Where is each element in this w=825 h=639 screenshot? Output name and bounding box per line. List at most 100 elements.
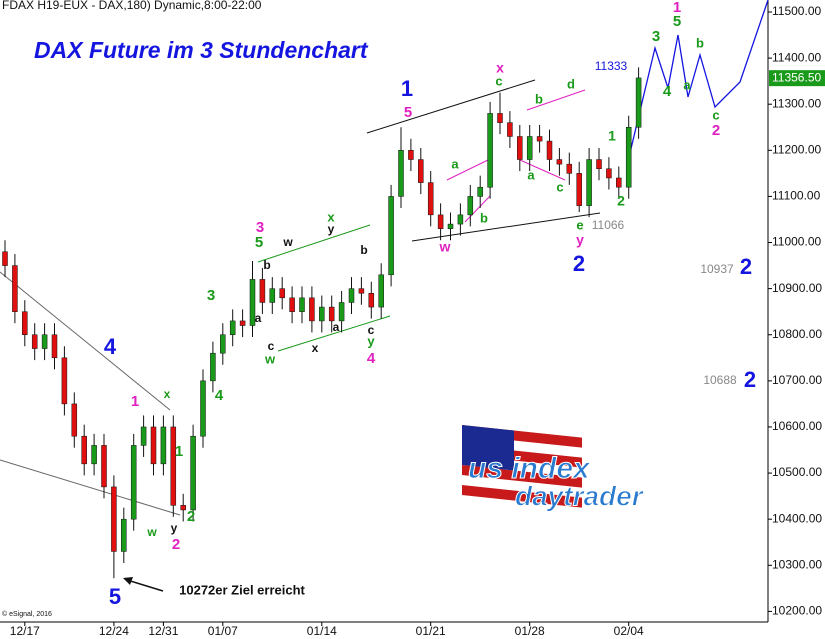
annotation: 1	[401, 76, 413, 101]
y-tick-label: 10600.00	[772, 419, 822, 433]
y-tick-label: 11500.00	[772, 4, 821, 18]
flag-stripe	[462, 475, 582, 498]
candle-body	[328, 306, 335, 322]
annotation: c	[712, 107, 719, 122]
candle-body	[160, 426, 167, 465]
y-tick-label: 10700.00	[772, 373, 822, 387]
y-tick-label: 10500.00	[772, 465, 822, 479]
x-tick-label: 01/07	[208, 624, 238, 638]
annotation: 3	[256, 219, 264, 236]
annotation: e	[576, 217, 583, 232]
candle-body	[41, 334, 48, 349]
annotation: x	[496, 60, 504, 76]
trendline	[366, 79, 536, 134]
annotation: 1	[673, 0, 681, 16]
annotation: 11333	[595, 59, 628, 73]
candle-body	[408, 150, 414, 160]
trendline	[446, 159, 489, 181]
logo	[462, 425, 582, 508]
annotation: y	[576, 232, 584, 248]
annotation: w	[264, 351, 276, 366]
candle-body	[497, 113, 503, 123]
trendline	[519, 159, 566, 181]
candle-body	[180, 505, 186, 511]
trendline	[464, 195, 491, 223]
annotation: 4	[367, 350, 376, 367]
candle-body	[517, 136, 523, 160]
annotation: 2	[744, 367, 756, 392]
candle-body	[220, 334, 226, 354]
annotation: b	[535, 91, 543, 106]
candle-body	[299, 297, 305, 312]
candle-body	[91, 445, 97, 465]
candle-body	[150, 426, 157, 465]
candle-body	[526, 136, 533, 160]
candle-body	[635, 77, 642, 128]
annotation: 10688	[703, 373, 737, 387]
candle-body	[576, 173, 582, 206]
annotation: a	[333, 320, 340, 334]
annotation: 4	[663, 83, 672, 100]
candle-body	[507, 122, 513, 137]
candle-body	[616, 177, 622, 188]
annotation: 1	[175, 443, 183, 460]
flag-canton	[462, 425, 514, 471]
candle-body	[447, 223, 454, 229]
candle-body	[546, 140, 553, 160]
candle-body	[249, 279, 256, 326]
candle-body	[2, 251, 8, 266]
annotation: b	[263, 258, 270, 272]
candle-body	[487, 113, 493, 188]
annotation: b	[696, 35, 704, 50]
annotation: 1	[131, 393, 139, 410]
annotation: y	[171, 521, 178, 535]
annotation: x	[327, 209, 335, 224]
annotation: d	[567, 76, 575, 91]
logo-text: daytrader	[515, 480, 645, 511]
annotation: y	[367, 333, 375, 348]
candle-body	[190, 435, 196, 511]
candle-body	[61, 357, 68, 405]
candle-body	[556, 159, 563, 165]
candle-body	[259, 279, 266, 303]
candle-body	[71, 403, 78, 437]
candle-body	[121, 518, 127, 552]
candle-body	[566, 163, 573, 174]
candle-body	[398, 150, 404, 197]
trendline	[411, 212, 601, 242]
candle-body	[418, 159, 424, 183]
candle-body	[437, 214, 444, 229]
y-tick-label: 11400.00	[772, 50, 821, 64]
annotation: 10937	[700, 262, 734, 276]
candle-body	[467, 196, 474, 216]
candle-body	[606, 168, 612, 179]
chart-title: DAX Future im 3 Stundenchart	[34, 37, 369, 63]
annotation: y	[328, 222, 335, 236]
trendline	[526, 89, 586, 111]
annotation: w	[282, 235, 293, 249]
x-tick-label: 02/04	[614, 624, 644, 638]
candle-body	[338, 302, 345, 322]
y-tick-label: 10400.00	[772, 511, 822, 525]
y-tick-label: 10300.00	[772, 557, 822, 571]
candle-body	[309, 297, 315, 322]
annotation: w	[146, 525, 157, 539]
candle-body	[358, 288, 365, 294]
annotation: 2	[617, 193, 625, 209]
candle-body	[586, 159, 592, 206]
annotation: a	[255, 311, 262, 325]
x-tick-label: 12/17	[10, 624, 40, 638]
projection-path	[628, 0, 769, 158]
annotation: 3	[207, 287, 215, 304]
x-tick-label: 12/24	[99, 624, 129, 638]
trendline	[0, 459, 181, 516]
candle-body	[279, 288, 285, 299]
annotation: 1	[608, 128, 616, 144]
candle-body	[378, 274, 384, 308]
last-price-box	[769, 70, 825, 87]
credit: © eSignal, 2016	[2, 610, 52, 618]
candle-body	[130, 445, 137, 520]
arrow	[126, 579, 164, 592]
